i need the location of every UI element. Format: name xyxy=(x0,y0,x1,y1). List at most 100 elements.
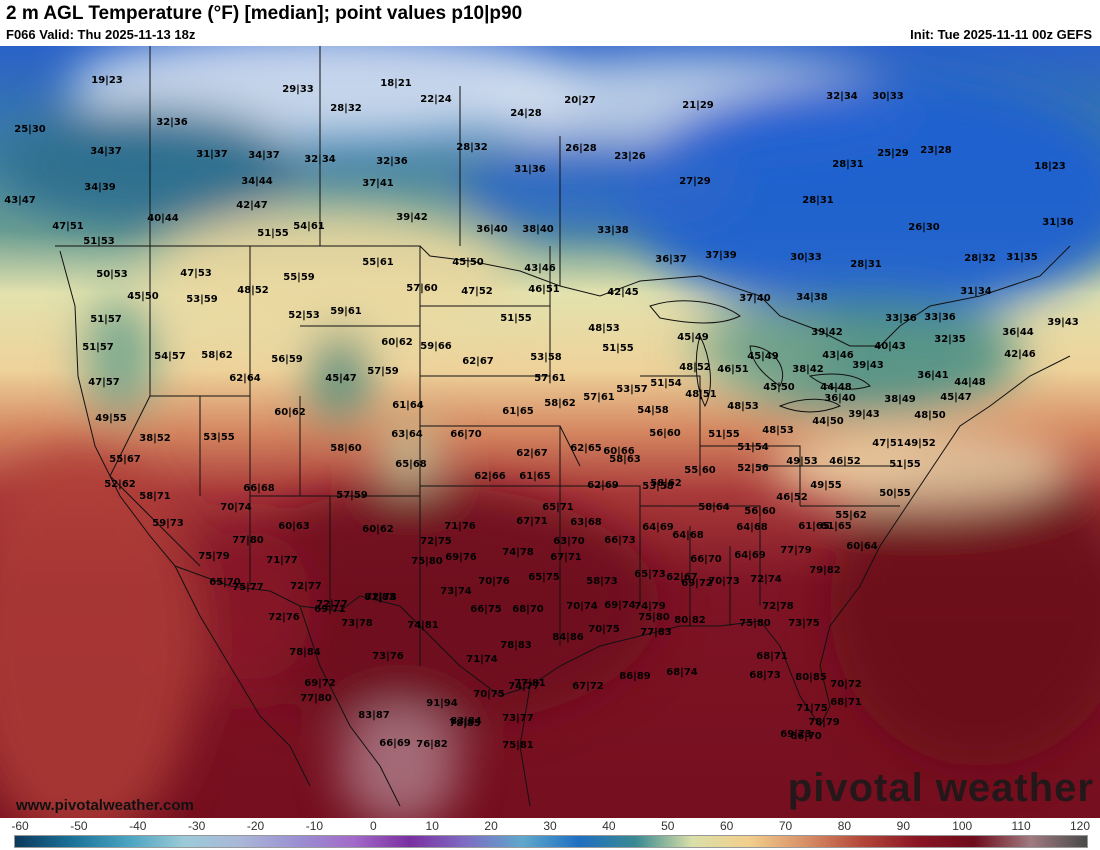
point-value-label: 65|70 xyxy=(209,577,241,588)
header: 2 m AGL Temperature (°F) [median]; point… xyxy=(0,0,1100,46)
point-value-label: 74|81 xyxy=(407,620,439,631)
colorbar-tick: 50 xyxy=(661,819,675,833)
point-value-label: 45|47 xyxy=(940,392,972,403)
point-value-label: 55|59 xyxy=(283,272,315,283)
point-value-label: 27|29 xyxy=(679,176,711,187)
point-value-label: 61|65 xyxy=(798,521,830,532)
point-value-label: 57|61 xyxy=(583,392,615,403)
point-value-label: 73|77 xyxy=(502,713,534,724)
point-value-label: 55|62 xyxy=(835,510,867,521)
website-label[interactable]: www.pivotalweather.com xyxy=(16,797,194,814)
point-value-label: 45|49 xyxy=(677,332,709,343)
point-value-label: 69|72 xyxy=(304,678,336,689)
point-value-label: 58|71 xyxy=(139,491,171,502)
point-value-label: 38|52 xyxy=(139,433,171,444)
colorbar-tick: 40 xyxy=(602,819,616,833)
point-value-label: 51|53 xyxy=(83,236,115,247)
point-value-label: 40|43 xyxy=(874,341,906,352)
point-value-label: 72|74 xyxy=(750,574,782,585)
point-value-label: 53|58 xyxy=(530,352,562,363)
point-value-label: 57|59 xyxy=(367,366,399,377)
point-value-label: 62|67 xyxy=(516,448,548,459)
point-value-label: 55|60 xyxy=(684,465,716,476)
point-value-label: 57|60 xyxy=(406,283,438,294)
colorbar-tick: 30 xyxy=(543,819,557,833)
point-value-label: 67|71 xyxy=(550,552,582,563)
point-value-label: 78|84 xyxy=(289,647,321,658)
colorbar-tick: 10 xyxy=(425,819,439,833)
point-value-label: 34|39 xyxy=(84,182,116,193)
point-value-label: 60|62 xyxy=(274,407,306,418)
temperature-shading xyxy=(0,46,1100,818)
temperature-map[interactable]: 19|23 29|33 18|21 22|24 20|27 24|28 21|29 32|34… xyxy=(0,46,1100,818)
point-value-label: 61|65 xyxy=(519,471,551,482)
point-value-label: 69|73 xyxy=(780,729,812,740)
point-value-label: 74|77 xyxy=(508,681,540,692)
great-lakes xyxy=(649,300,871,413)
point-value-label: 47|51 xyxy=(52,221,84,232)
point-value-label: 69|76 xyxy=(445,552,477,563)
point-value-label: 19|23 xyxy=(91,75,123,86)
point-value-label: 51|55 xyxy=(500,313,532,324)
point-value-label: 60|64 xyxy=(846,541,878,552)
point-value-label: 61|65 xyxy=(820,521,852,532)
point-value-label: 61|64 xyxy=(392,400,424,411)
point-value-label: 71|77 xyxy=(266,555,298,566)
point-value-label: 18|21 xyxy=(380,78,412,89)
point-value-label: 58|73 xyxy=(586,576,618,587)
point-value-label: 64|69 xyxy=(734,550,766,561)
point-value-label: 65|68 xyxy=(395,459,427,470)
point-value-label: 49|52 xyxy=(904,438,936,449)
point-value-label: 75|79 xyxy=(198,551,230,562)
point-value-label: 68|71 xyxy=(830,697,862,708)
colorbar-tick: -20 xyxy=(246,819,265,833)
point-value-label: 67|72 xyxy=(572,681,604,692)
colorbar-tick: 80 xyxy=(837,819,852,833)
point-value-label: 46|52 xyxy=(829,456,861,467)
point-value-label: 68|74 xyxy=(666,667,698,678)
point-value-label: 48|53 xyxy=(762,425,794,436)
point-value-label: 33|38 xyxy=(597,225,629,236)
point-value-label: 28|32 xyxy=(964,253,996,264)
point-value-label: 34|38 xyxy=(796,292,828,303)
point-value-label: 55|61 xyxy=(362,257,394,268)
color-ramp xyxy=(14,835,1088,848)
point-value-label: 71|75 xyxy=(796,703,828,714)
point-value-label: 69|71 xyxy=(314,604,346,615)
point-value-label: 28|31 xyxy=(850,259,882,270)
point-value-label: 70|75 xyxy=(473,689,505,700)
point-value-label: 66|70 xyxy=(450,429,482,440)
point-value-label: 62|64 xyxy=(229,373,261,384)
point-value-label: 31|34 xyxy=(960,286,992,297)
point-value-label: 30|33 xyxy=(790,252,822,263)
point-value-label: 51|54 xyxy=(650,378,682,389)
point-value-label: 59|61 xyxy=(330,306,362,317)
boundaries xyxy=(55,46,1071,807)
point-value-label: 77|81 xyxy=(514,678,546,689)
point-value-label: 72|77 xyxy=(290,581,322,592)
point-value-label: 38|42 xyxy=(792,364,824,375)
point-value-label: 78|79 xyxy=(808,717,840,728)
point-value-label: 80|85 xyxy=(795,672,827,683)
point-value-label: 32|36 xyxy=(156,117,188,128)
point-value-label: 78|83 xyxy=(500,640,532,651)
brand-watermark: pivotal weather xyxy=(787,766,1094,810)
point-value-label: 79|82 xyxy=(809,565,841,576)
map-canvas: 19|23 29|33 18|21 22|24 20|27 24|28 21|29 32|34… xyxy=(0,46,1100,818)
point-value-label: 38|40 xyxy=(522,224,554,235)
point-value-label: 68|70 xyxy=(512,604,544,615)
point-value-label: 63|64 xyxy=(391,429,423,440)
colorbar-tick: 120 xyxy=(1069,819,1091,833)
point-value-label: 60|62 xyxy=(362,524,394,535)
point-value-label: 36|37 xyxy=(655,254,687,265)
point-value-label: 50|53 xyxy=(96,269,128,280)
point-value-label: 47|51 xyxy=(872,438,904,449)
point-value-label: 22|24 xyxy=(420,94,452,105)
colorbar-tick: -60 xyxy=(11,819,29,833)
point-value-label: 38|49 xyxy=(884,394,916,405)
point-value-label: 67|71 xyxy=(516,516,548,527)
point-value-label: 68|71 xyxy=(756,651,788,662)
point-value-label: 45|50 xyxy=(763,382,795,393)
point-value-label: 53|57 xyxy=(616,384,648,395)
point-value-label: 52|56 xyxy=(737,463,769,474)
